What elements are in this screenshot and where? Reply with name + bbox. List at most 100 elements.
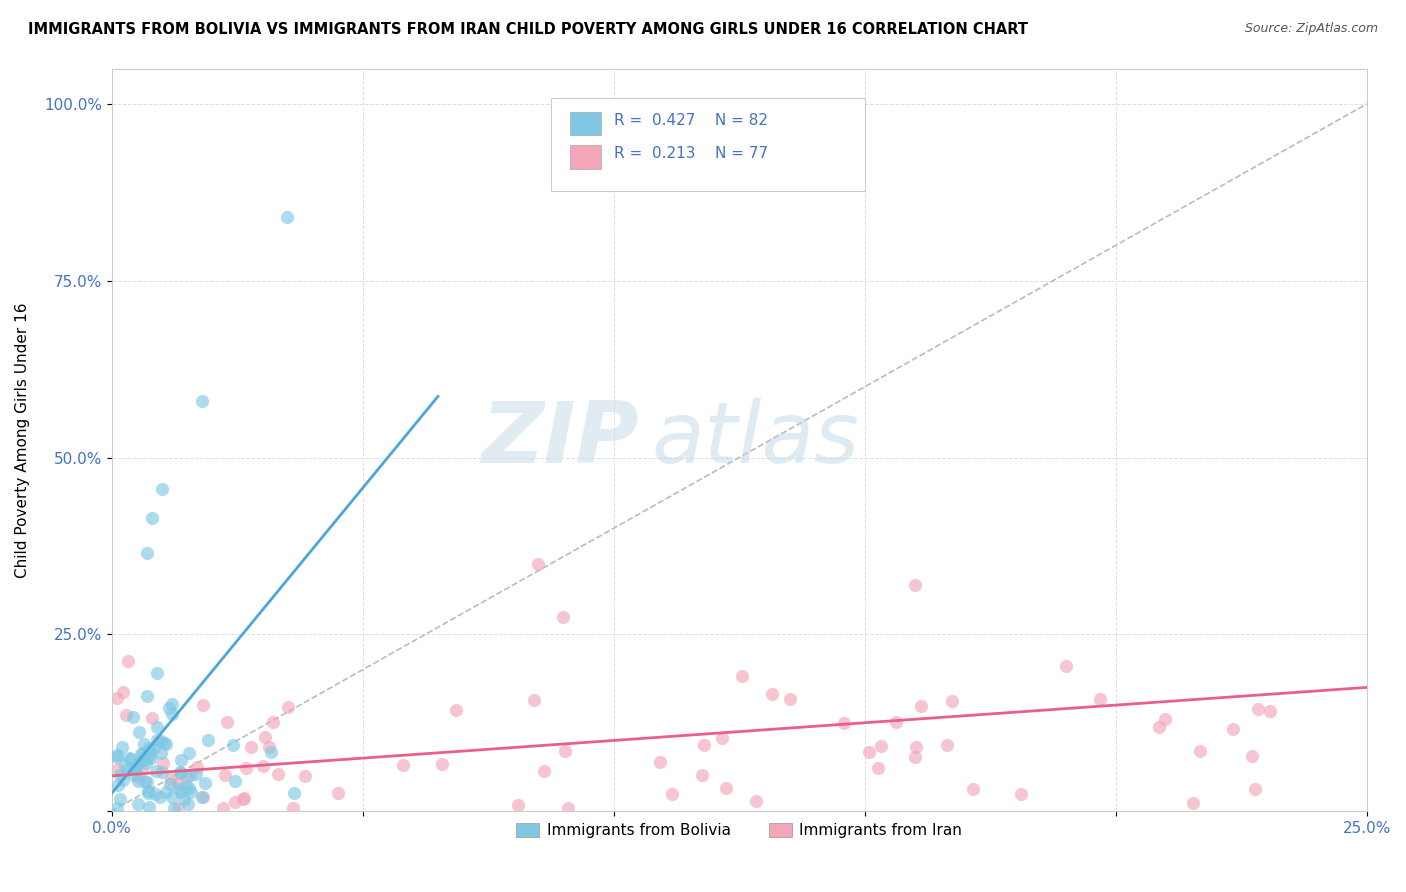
Point xyxy=(122,710,145,724)
Point xyxy=(127,773,149,788)
Point xyxy=(169,764,191,779)
Point xyxy=(1244,782,1267,797)
Point xyxy=(105,800,128,814)
Point xyxy=(127,758,149,772)
Point xyxy=(118,751,141,765)
Point xyxy=(1147,720,1170,734)
Point xyxy=(170,753,193,767)
FancyBboxPatch shape xyxy=(569,145,602,169)
Point xyxy=(146,665,169,680)
Text: R =  0.427    N = 82: R = 0.427 N = 82 xyxy=(613,113,768,128)
Point xyxy=(128,755,150,769)
Point xyxy=(905,739,928,754)
FancyBboxPatch shape xyxy=(569,112,602,136)
Point xyxy=(129,747,152,761)
Point xyxy=(120,752,142,766)
Point xyxy=(135,752,157,766)
Point xyxy=(131,763,153,777)
Point xyxy=(141,711,163,725)
Point xyxy=(832,715,855,730)
Point xyxy=(135,546,157,560)
Point xyxy=(163,800,186,814)
Point xyxy=(527,557,550,571)
Point xyxy=(557,800,579,814)
Point xyxy=(179,746,201,760)
Point xyxy=(935,738,957,752)
Point xyxy=(254,730,277,744)
Point xyxy=(1182,796,1205,810)
Point xyxy=(160,697,183,711)
Point xyxy=(554,744,576,758)
Point xyxy=(110,768,132,782)
Point xyxy=(193,790,215,805)
Point xyxy=(910,698,932,713)
Point xyxy=(235,762,257,776)
Point xyxy=(444,703,467,717)
Text: R =  0.213    N = 77: R = 0.213 N = 77 xyxy=(613,146,768,161)
Point xyxy=(650,755,672,769)
Point xyxy=(134,775,156,789)
Point xyxy=(159,777,181,791)
Point xyxy=(115,708,138,723)
Point xyxy=(135,756,157,771)
Point xyxy=(167,800,190,814)
Point xyxy=(1010,787,1032,801)
Point xyxy=(277,699,299,714)
Point xyxy=(108,792,131,806)
Point xyxy=(143,787,166,801)
Point xyxy=(962,782,984,797)
Point xyxy=(693,738,716,752)
Point xyxy=(239,739,262,754)
Point xyxy=(904,578,927,592)
FancyBboxPatch shape xyxy=(551,98,865,191)
Point xyxy=(779,692,801,706)
Point xyxy=(155,785,177,799)
Point xyxy=(180,785,202,799)
Point xyxy=(138,800,160,814)
Point xyxy=(155,737,177,751)
Point xyxy=(132,737,155,751)
Point xyxy=(122,768,145,782)
Point xyxy=(141,751,163,765)
Text: ZIP: ZIP xyxy=(481,399,638,482)
Point xyxy=(259,740,281,755)
Point xyxy=(211,800,233,814)
Point xyxy=(553,609,575,624)
Point xyxy=(142,741,165,756)
Point xyxy=(1153,712,1175,726)
Point xyxy=(432,756,454,771)
Point xyxy=(138,741,160,756)
Point xyxy=(533,764,555,779)
Point xyxy=(215,714,238,729)
Point xyxy=(135,749,157,764)
Point xyxy=(149,746,172,760)
Point xyxy=(179,781,201,796)
Point xyxy=(176,770,198,784)
Point xyxy=(661,787,683,801)
Point xyxy=(136,689,159,703)
Point xyxy=(170,785,193,799)
Text: IMMIGRANTS FROM BOLIVIA VS IMMIGRANTS FROM IRAN CHILD POVERTY AMONG GIRLS UNDER : IMMIGRANTS FROM BOLIVIA VS IMMIGRANTS FR… xyxy=(28,22,1028,37)
Point xyxy=(294,769,316,783)
Point xyxy=(125,760,148,774)
Point xyxy=(166,776,188,790)
Point xyxy=(127,797,149,811)
Point xyxy=(105,748,128,763)
Point xyxy=(152,736,174,750)
Point xyxy=(392,757,415,772)
Point xyxy=(105,690,128,705)
Point xyxy=(191,790,214,805)
Point xyxy=(149,790,172,805)
Point xyxy=(252,759,274,773)
Y-axis label: Child Poverty Among Girls Under 16: Child Poverty Among Girls Under 16 xyxy=(15,302,30,578)
Point xyxy=(179,768,201,782)
Point xyxy=(731,669,754,683)
Point xyxy=(761,687,783,701)
Point xyxy=(138,741,160,756)
Point xyxy=(745,794,768,808)
Point xyxy=(283,800,305,814)
Point xyxy=(170,766,193,780)
Point xyxy=(267,767,290,781)
Point xyxy=(884,714,907,729)
Point xyxy=(127,770,149,784)
